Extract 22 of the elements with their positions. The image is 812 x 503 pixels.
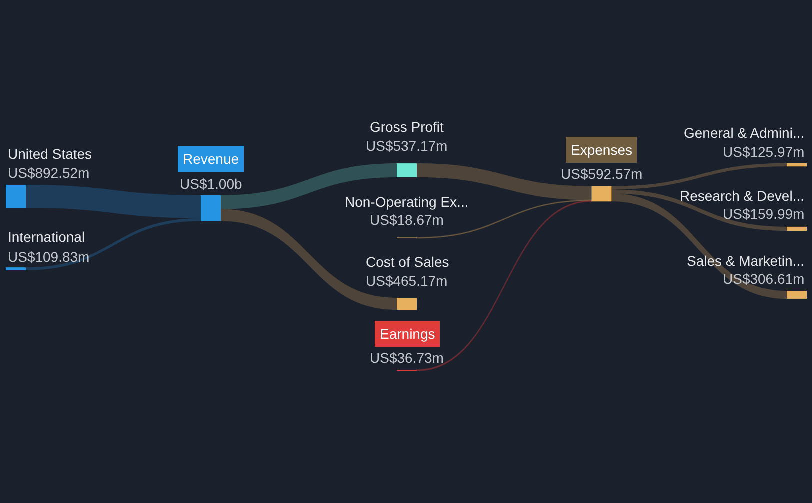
data-label: US$537.17m — [366, 138, 448, 154]
data-label: US$125.97m — [723, 144, 805, 160]
category-label: Non-Operating Ex... — [345, 194, 469, 210]
data-label: US$159.99m — [723, 206, 805, 222]
category-label: Cost of Sales — [366, 254, 450, 270]
data-label: US$465.17m — [366, 273, 448, 289]
category-label: Expenses — [571, 142, 632, 158]
category-label: General & Admini... — [684, 125, 805, 141]
category-label: United States — [8, 146, 92, 162]
category-label: International — [8, 229, 86, 245]
data-label: US$109.83m — [8, 249, 90, 265]
data-label: US$1.00b — [180, 176, 242, 192]
category-label: Revenue — [183, 151, 240, 167]
category-label: Sales & Marketin... — [687, 253, 804, 269]
data-label: US$306.61m — [723, 271, 805, 287]
category-label: Gross Profit — [370, 119, 444, 135]
category-label: Research & Devel... — [680, 188, 804, 204]
data-label: US$36.73m — [370, 350, 444, 366]
data-label: US$892.52m — [8, 165, 90, 181]
category-label: Earnings — [380, 326, 436, 342]
data-label: US$18.67m — [370, 212, 444, 228]
data-label: US$592.57m — [561, 166, 643, 182]
